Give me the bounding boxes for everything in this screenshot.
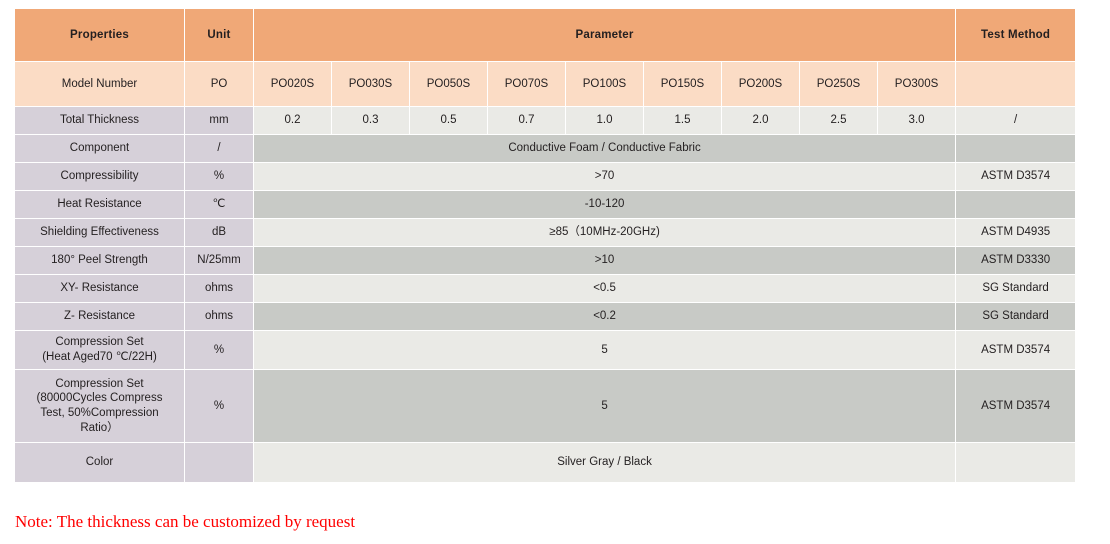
table-row-model-number: Model Number PO PO020S PO030S PO050S PO070S PO… [15,62,1076,106]
table-row: Shielding Effectiveness dB ≥85（10MHz-20GHz… [15,219,1076,246]
row-test-method: SG Standard [956,303,1076,330]
row-label: 180° Peel Strength [15,247,184,274]
row-test-method [956,191,1076,218]
thickness-value-cell: 0.3 [332,107,409,134]
row-parameter-value: >10 [254,247,956,274]
thickness-value-cell: 1.0 [566,107,643,134]
footnote: Note: The thickness can be customized by… [15,512,356,531]
thickness-value-cell: 2.0 [722,107,799,134]
row-parameter-value: Silver Gray / Black [254,443,956,482]
header-parameter: Parameter [254,9,956,61]
thickness-value-cell: 0.7 [488,107,565,134]
row-label: Color [15,443,184,482]
model-number-cell: PO050S [410,62,487,106]
table-row: XY- Resistance ohms <0.5 SG Standard [15,275,1076,302]
row-test-method: SG Standard [956,275,1076,302]
row-test-method-model-number [956,62,1076,106]
header-properties: Properties [15,9,184,61]
row-parameter-value: <0.2 [254,303,956,330]
row-unit: % [185,370,253,442]
table-row: Heat Resistance ℃ -10-120 [15,191,1076,218]
thickness-value-cell: 3.0 [878,107,956,134]
row-label: Compressibility [15,163,184,190]
row-unit: dB [185,219,253,246]
row-label: Compression Set (80000Cycles Compress Test… [15,370,184,442]
table-row: Compressibility% >70 ASTM D3574 [15,163,1076,190]
row-label: Shielding Effectiveness [15,219,184,246]
model-number-cell: PO030S [332,62,409,106]
row-label: XY- Resistance [15,275,184,302]
thickness-value-cell: 0.5 [410,107,487,134]
table-row-total-thickness: Total Thickness mm 0.2 0.3 0.5 0.7 1.0 1.5 2.0 2.… [15,107,1076,134]
table-row: Z- Resistance ohms <0.2 SG Standard [15,303,1076,330]
row-label: Heat Resistance [15,191,184,218]
model-number-cell: PO020S [254,62,331,106]
table-row: 180° Peel Strength N/25mm >10 ASTM D3330 [15,247,1076,274]
table-body: Properties Unit Parameter Test Method Model … [15,9,1076,482]
row-unit: % [185,331,253,369]
row-parameter-value: >70 [254,163,956,190]
model-number-cell: PO100S [566,62,643,106]
table-header-row: Properties Unit Parameter Test Method [15,9,1076,61]
model-number-cell: PO300S [878,62,956,106]
row-test-method: ASTM D3574 [956,163,1076,190]
row-parameter-value: -10-120 [254,191,956,218]
table-row: Compression Set (Heat Aged70 ℃/22H)% 5 ASTM… [15,331,1076,369]
row-unit: ℃ [185,191,253,218]
row-label: Z- Resistance [15,303,184,330]
row-unit: ohms [185,303,253,330]
row-unit-total-thickness: mm [185,107,253,134]
header-test-method: Test Method [956,9,1076,61]
row-parameter-value: Conductive Foam / Conductive Fabric [254,135,956,162]
row-unit: ohms [185,275,253,302]
row-label: Component [15,135,184,162]
row-test-method [956,443,1076,482]
row-label: Compression Set (Heat Aged70 ℃/22H) [15,331,184,369]
row-test-method: ASTM D3330 [956,247,1076,274]
row-parameter-value: 5 [254,370,956,442]
table-row: Component / Conductive Foam / Conductive F… [15,135,1076,162]
row-test-method-total-thickness: / [956,107,1076,134]
row-test-method [956,135,1076,162]
thickness-value-cell: 1.5 [644,107,721,134]
model-number-cell: PO200S [722,62,799,106]
thickness-value-cell: 0.2 [254,107,331,134]
row-test-method: ASTM D3574 [956,370,1076,442]
row-unit: N/25mm [185,247,253,274]
model-number-cell: PO150S [644,62,721,106]
product-specification-table: Properties Unit Parameter Test Method Model … [14,8,1076,483]
model-number-cell: PO250S [800,62,877,106]
row-unit [185,443,253,482]
row-parameter-value: <0.5 [254,275,956,302]
row-test-method: ASTM D3574 [956,331,1076,369]
thickness-value-cell: 2.5 [800,107,877,134]
row-unit: / [185,135,253,162]
row-parameter-value: 5 [254,331,956,369]
table-row: Compression Set (80000Cycles Compress Test… [15,370,1076,442]
row-unit-model-number: PO [185,62,253,106]
table-row: Color Silver Gray / Black [15,443,1076,482]
row-label-total-thickness: Total Thickness [15,107,184,134]
row-unit: % [185,163,253,190]
row-label-model-number: Model Number [15,62,184,106]
row-test-method: ASTM D4935 [956,219,1076,246]
model-number-cell: PO070S [488,62,565,106]
row-parameter-value: ≥85（10MHz-20GHz) [254,219,956,246]
header-unit: Unit [185,9,253,61]
